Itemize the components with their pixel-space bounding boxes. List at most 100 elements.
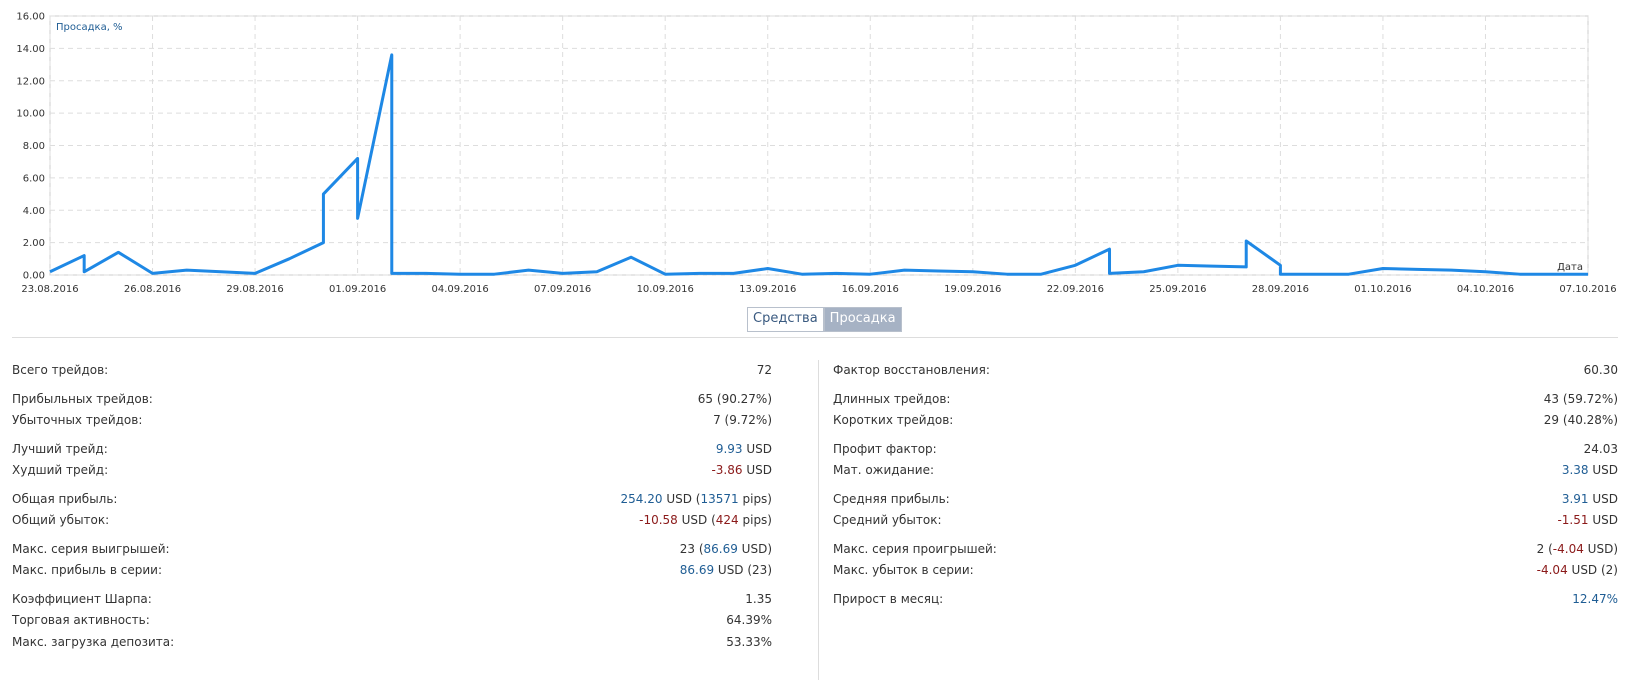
value-part: 3.91 <box>1561 491 1589 506</box>
stat-row: Макс. загрузка депозита: 53.33% <box>12 632 772 654</box>
stats-right: Фактор восстановления: 60.30 Длинных трейд… <box>833 360 1618 617</box>
stat-group: Прибыльных трейдов: 65 (90.27%) Убыточных … <box>12 389 772 432</box>
stat-row: Мат. ожидание: 3.38 USD <box>833 460 1618 482</box>
stat-value: 1.35 <box>745 589 772 611</box>
stat-label: Общая прибыль: <box>12 491 118 506</box>
value-part: -4.04 <box>1552 541 1584 556</box>
stat-label: Коэффициент Шарпа: <box>12 591 152 606</box>
value-part: USD <box>1588 513 1618 527</box>
x-tick-label: 19.09.2016 <box>944 284 1001 295</box>
stat-row: Худший трейд: -3.86 USD <box>12 460 772 482</box>
value-part: USD (23) <box>714 563 772 577</box>
stat-label: Прибыльных трейдов: <box>12 391 153 406</box>
stat-label: Лучший трейд: <box>12 441 108 456</box>
stat-value: 29 (40.28%) <box>1544 410 1618 432</box>
chart: 0.00 2.00 4.00 6.00 8.00 10.00 12.00 14.00 16.00… <box>16 12 1616 296</box>
value-part: 13571 <box>700 491 739 506</box>
stat-row: Прибыльных трейдов: 65 (90.27%) <box>12 389 772 411</box>
value-part: 64.39% <box>726 613 772 627</box>
tab[interactable]: Просадка <box>823 307 902 332</box>
stat-group: Макс. серия выигрышей: 23 (86.69 USD) Макс… <box>12 539 772 582</box>
value-part: 24.03 <box>1583 441 1618 456</box>
value-part: -10.58 <box>639 513 678 527</box>
stat-row: Макс. серия проигрышей: 2 (-4.04 USD) <box>833 539 1618 561</box>
stat-value: 24.03 <box>1584 439 1618 461</box>
stat-row: Прирост в месяц: 12.47% <box>833 589 1618 611</box>
x-tick-label: 23.08.2016 <box>21 284 78 295</box>
value-part: 23 ( <box>679 541 704 556</box>
stat-row: Общая прибыль: 254.20 USD (13571 pips) <box>12 489 772 511</box>
value-part: 254.20 <box>620 491 663 506</box>
x-tick-label: 07.09.2016 <box>534 284 591 295</box>
stat-value: 72 <box>757 360 772 382</box>
x-tick-label: 10.09.2016 <box>637 284 694 295</box>
value-part: 9.93 <box>715 441 743 456</box>
tabs: Средства Просадка <box>747 307 902 332</box>
stat-value: 254.20 USD (13571 pips) <box>621 489 772 511</box>
stat-label: Профит фактор: <box>833 441 937 456</box>
y-tick-label: 8.00 <box>23 141 45 152</box>
y-axis-label: Просадка, % <box>56 22 123 33</box>
x-tick-label: 13.09.2016 <box>739 284 796 295</box>
value-part: 29 (40.28%) <box>1543 413 1618 427</box>
stat-group: Прирост в месяц: 12.47% <box>833 589 1618 611</box>
stat-label: Торговая активность: <box>12 613 150 627</box>
x-tick-label: 28.09.2016 <box>1252 284 1309 295</box>
value-part: USD <box>1588 463 1618 477</box>
y-tick-label: 10.00 <box>16 109 45 120</box>
stat-group: Всего трейдов: 72 <box>12 360 772 382</box>
value-part: 2 ( <box>1536 541 1553 556</box>
stat-row: Торговая активность: 64.39% <box>12 610 772 632</box>
stat-row: Длинных трейдов: 43 (59.72%) <box>833 389 1618 411</box>
stat-row: Коротких трейдов: 29 (40.28%) <box>833 410 1618 432</box>
stat-value: 2 (-4.04 USD) <box>1537 539 1618 561</box>
tab[interactable]: Средства <box>747 307 824 332</box>
stat-label: Мат. ожидание: <box>833 463 934 477</box>
x-tick-label: 04.10.2016 <box>1457 284 1514 295</box>
stat-value: 3.38 USD <box>1562 460 1618 482</box>
value-part: 60.30 <box>1583 363 1618 377</box>
stat-row: Фактор восстановления: 60.30 <box>833 360 1618 382</box>
stat-label: Фактор восстановления: <box>833 363 990 377</box>
stat-group: Коэффициент Шарпа: 1.35 Торговая активност… <box>12 589 772 654</box>
stat-value: 7 (9.72%) <box>713 410 772 432</box>
stat-label: Общий убыток: <box>12 513 110 527</box>
stat-value: -3.86 USD <box>711 460 772 482</box>
stat-label: Макс. прибыль в серии: <box>12 563 162 577</box>
stats-left: Всего трейдов: 72 Прибыльных трейдов: 65 (9… <box>12 360 772 660</box>
value-part: -3.86 <box>711 463 743 477</box>
stat-label: Худший трейд: <box>12 463 109 477</box>
value-part: 3.38 <box>1561 463 1589 477</box>
stat-row: Профит фактор: 24.03 <box>833 439 1618 461</box>
y-tick-label: 14.00 <box>16 44 45 55</box>
line-series <box>49 53 1588 276</box>
stat-row: Средний убыток: -1.51 USD <box>833 510 1618 532</box>
stat-label: Макс. серия проигрышей: <box>833 541 997 556</box>
stat-group: Профит фактор: 24.03 Мат. ожидание: 3.38 US… <box>833 439 1618 482</box>
value-part: USD <box>742 463 772 477</box>
x-tick-label: 29.08.2016 <box>226 284 283 295</box>
value-part: USD) <box>1583 541 1618 556</box>
stat-value: 23 (86.69 USD) <box>680 539 772 561</box>
separator <box>12 337 1618 338</box>
stat-row: Макс. серия выигрышей: 23 (86.69 USD) <box>12 539 772 561</box>
value-part: pips) <box>738 513 772 527</box>
stat-label: Средний убыток: <box>833 513 942 527</box>
stat-value: 3.91 USD <box>1562 489 1618 511</box>
value-part: 43 (59.72%) <box>1543 391 1618 406</box>
value-part: USD <box>742 441 772 456</box>
stat-row: Всего трейдов: 72 <box>12 360 772 382</box>
x-tick-label: 16.09.2016 <box>842 284 899 295</box>
stat-label: Макс. серия выигрышей: <box>12 541 170 556</box>
value-part: 424 <box>715 513 739 527</box>
stat-row: Макс. убыток в серии: -4.04 USD (2) <box>833 560 1618 582</box>
stat-row: Средняя прибыль: 3.91 USD <box>833 489 1618 511</box>
stat-row: Макс. прибыль в серии: 86.69 USD (23) <box>12 560 772 582</box>
value-part: 12.47% <box>1572 591 1618 606</box>
stat-label: Длинных трейдов: <box>833 391 951 406</box>
stat-row: Убыточных трейдов: 7 (9.72%) <box>12 410 772 432</box>
stat-value: 53.33% <box>726 632 772 654</box>
stat-value: -1.51 USD <box>1557 510 1618 532</box>
stat-group: Фактор восстановления: 60.30 <box>833 360 1618 382</box>
